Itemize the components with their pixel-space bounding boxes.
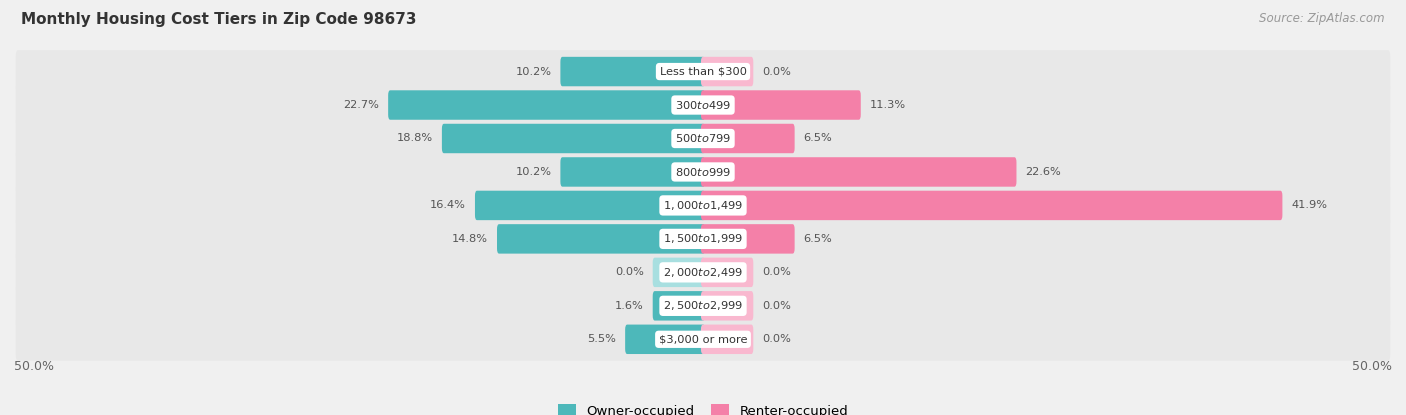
Text: $1,000 to $1,499: $1,000 to $1,499 bbox=[664, 199, 742, 212]
Text: Monthly Housing Cost Tiers in Zip Code 98673: Monthly Housing Cost Tiers in Zip Code 9… bbox=[21, 12, 416, 27]
Legend: Owner-occupied, Renter-occupied: Owner-occupied, Renter-occupied bbox=[553, 398, 853, 415]
FancyBboxPatch shape bbox=[15, 83, 1391, 127]
Text: $2,000 to $2,499: $2,000 to $2,499 bbox=[664, 266, 742, 279]
FancyBboxPatch shape bbox=[441, 124, 704, 153]
FancyBboxPatch shape bbox=[15, 251, 1391, 294]
FancyBboxPatch shape bbox=[475, 191, 704, 220]
Text: 0.0%: 0.0% bbox=[762, 267, 792, 277]
Text: 5.5%: 5.5% bbox=[588, 334, 616, 344]
Text: Less than $300: Less than $300 bbox=[659, 66, 747, 76]
Text: $500 to $799: $500 to $799 bbox=[675, 132, 731, 144]
Text: 0.0%: 0.0% bbox=[614, 267, 644, 277]
FancyBboxPatch shape bbox=[561, 157, 704, 187]
FancyBboxPatch shape bbox=[702, 258, 754, 287]
Text: $800 to $999: $800 to $999 bbox=[675, 166, 731, 178]
FancyBboxPatch shape bbox=[15, 318, 1391, 361]
Text: 10.2%: 10.2% bbox=[516, 66, 551, 76]
Text: 18.8%: 18.8% bbox=[396, 134, 433, 144]
FancyBboxPatch shape bbox=[702, 90, 860, 120]
FancyBboxPatch shape bbox=[15, 184, 1391, 227]
Text: 50.0%: 50.0% bbox=[14, 360, 53, 373]
Text: 11.3%: 11.3% bbox=[870, 100, 905, 110]
Text: $2,500 to $2,999: $2,500 to $2,999 bbox=[664, 299, 742, 312]
Text: $3,000 or more: $3,000 or more bbox=[659, 334, 747, 344]
FancyBboxPatch shape bbox=[496, 224, 704, 254]
Text: 6.5%: 6.5% bbox=[804, 234, 832, 244]
FancyBboxPatch shape bbox=[652, 291, 704, 320]
Text: Source: ZipAtlas.com: Source: ZipAtlas.com bbox=[1260, 12, 1385, 25]
Text: 0.0%: 0.0% bbox=[762, 301, 792, 311]
Text: 10.2%: 10.2% bbox=[516, 167, 551, 177]
FancyBboxPatch shape bbox=[626, 325, 704, 354]
Text: 0.0%: 0.0% bbox=[762, 66, 792, 76]
FancyBboxPatch shape bbox=[702, 191, 1282, 220]
FancyBboxPatch shape bbox=[15, 117, 1391, 160]
Text: 14.8%: 14.8% bbox=[453, 234, 488, 244]
FancyBboxPatch shape bbox=[702, 224, 794, 254]
Text: 22.7%: 22.7% bbox=[343, 100, 380, 110]
Text: 0.0%: 0.0% bbox=[762, 334, 792, 344]
FancyBboxPatch shape bbox=[702, 157, 1017, 187]
FancyBboxPatch shape bbox=[15, 50, 1391, 93]
Text: $1,500 to $1,999: $1,500 to $1,999 bbox=[664, 232, 742, 245]
FancyBboxPatch shape bbox=[702, 325, 754, 354]
Text: 1.6%: 1.6% bbox=[614, 301, 644, 311]
Text: $300 to $499: $300 to $499 bbox=[675, 99, 731, 111]
FancyBboxPatch shape bbox=[702, 291, 754, 320]
FancyBboxPatch shape bbox=[561, 57, 704, 86]
Text: 50.0%: 50.0% bbox=[1353, 360, 1392, 373]
FancyBboxPatch shape bbox=[388, 90, 704, 120]
FancyBboxPatch shape bbox=[652, 258, 704, 287]
Text: 6.5%: 6.5% bbox=[804, 134, 832, 144]
FancyBboxPatch shape bbox=[15, 217, 1391, 260]
Text: 16.4%: 16.4% bbox=[430, 200, 465, 210]
FancyBboxPatch shape bbox=[15, 284, 1391, 327]
FancyBboxPatch shape bbox=[15, 151, 1391, 193]
Text: 41.9%: 41.9% bbox=[1291, 200, 1327, 210]
FancyBboxPatch shape bbox=[702, 57, 754, 86]
FancyBboxPatch shape bbox=[702, 124, 794, 153]
Text: 22.6%: 22.6% bbox=[1025, 167, 1062, 177]
